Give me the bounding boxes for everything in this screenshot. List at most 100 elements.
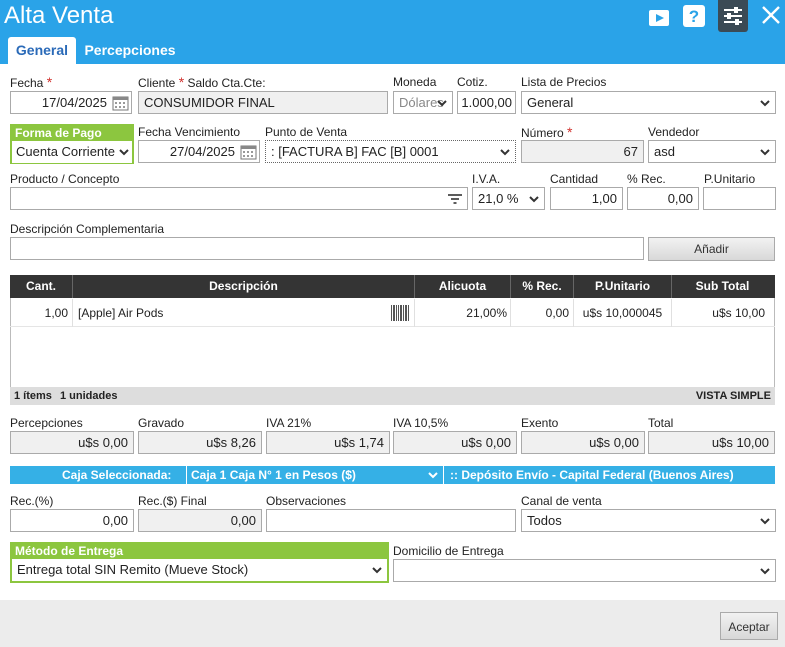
unidades-count: 1 unidades xyxy=(60,390,118,402)
chevron-down-icon xyxy=(500,149,510,156)
table-row[interactable]: 1,00 [Apple] Air Pods 21,00% 0,00 u$s 10… xyxy=(10,299,775,327)
calendar-icon[interactable] xyxy=(112,95,129,111)
forma-pago-label: Forma de Pago xyxy=(12,125,132,141)
chevron-down-icon xyxy=(760,100,770,107)
window-title: Alta Venta xyxy=(4,2,114,29)
fecha-label: Fecha * xyxy=(10,74,53,90)
cell-punitario: u$s 10,000045 xyxy=(574,299,672,327)
video-icon[interactable] xyxy=(648,8,670,30)
cell-rec: 0,00 xyxy=(511,299,574,327)
rec-pct-input[interactable]: 0,00 xyxy=(10,509,134,532)
rec-label: % Rec. xyxy=(627,172,666,186)
barcode-icon[interactable] xyxy=(390,304,412,322)
chevron-down-icon xyxy=(437,100,447,107)
calendar-icon[interactable] xyxy=(240,144,257,160)
caja-select[interactable]: Caja 1 Caja N° 1 en Pesos ($) xyxy=(186,466,444,484)
iva21-label: IVA 21% xyxy=(266,416,312,430)
canal-select[interactable]: Todos xyxy=(521,509,776,532)
metodo-entrega-select[interactable]: Entrega total SIN Remito (Mueve Stock) xyxy=(12,559,387,581)
tab-general[interactable]: General xyxy=(8,37,76,64)
rec-input[interactable]: 0,00 xyxy=(627,187,699,210)
col-subtotal[interactable]: Sub Total xyxy=(695,279,750,293)
punto-venta-label: Punto de Venta xyxy=(265,125,348,139)
descripcion-comp-input[interactable] xyxy=(10,237,644,260)
iva-label: I.V.A. xyxy=(472,172,501,186)
vista-simple-link[interactable]: VISTA SIMPLE xyxy=(695,390,771,402)
cell-descripcion: [Apple] Air Pods xyxy=(73,299,415,327)
chevron-down-icon xyxy=(760,518,770,525)
iva21-value: u$s 1,74 xyxy=(266,431,390,454)
observaciones-label: Observaciones xyxy=(266,494,347,508)
domicilio-select[interactable] xyxy=(393,559,776,582)
cotiz-input[interactable]: 1.000,00 xyxy=(457,91,516,114)
chevron-down-icon xyxy=(372,567,382,574)
chevron-down-icon xyxy=(529,196,539,203)
col-punitario[interactable]: P.Unitario xyxy=(574,275,672,298)
exento-value: u$s 0,00 xyxy=(521,431,645,454)
cell-alicuota: 21,00% xyxy=(415,299,511,327)
cell-cant: 1,00 xyxy=(10,299,73,327)
cotiz-label: Cotiz. xyxy=(457,75,488,89)
svg-text:?: ? xyxy=(689,7,699,26)
lista-precios-label: Lista de Precios xyxy=(521,75,607,89)
forma-pago-select[interactable]: Cuenta Corriente xyxy=(12,141,132,163)
gravado-label: Gravado xyxy=(138,416,185,430)
cliente-input[interactable]: CONSUMIDOR FINAL xyxy=(138,91,388,114)
caja-bar: Caja Seleccionada: Caja 1 Caja N° 1 en P… xyxy=(10,466,775,484)
vendedor-label: Vendedor xyxy=(648,125,700,139)
fecha-vencimiento-input[interactable]: 27/04/2025 xyxy=(138,140,260,163)
numero-label: Número * xyxy=(521,124,573,140)
producto-input[interactable] xyxy=(10,187,468,210)
col-rec[interactable]: % Rec. xyxy=(511,275,574,298)
vendedor-select[interactable]: asd xyxy=(648,140,776,163)
observaciones-input[interactable] xyxy=(266,509,516,532)
rec-final-input[interactable]: 0,00 xyxy=(138,509,262,532)
cantidad-label: Cantidad xyxy=(550,172,599,186)
grid-footer: 1 ítems 1 unidades VISTA SIMPLE xyxy=(10,387,775,405)
col-descripcion[interactable]: Descripción xyxy=(73,275,415,298)
domicilio-label: Domicilio de Entrega xyxy=(393,544,504,558)
moneda-label: Moneda xyxy=(393,75,437,89)
anadir-button[interactable]: Añadir xyxy=(648,237,775,261)
fecha-vencimiento-label: Fecha Vencimiento xyxy=(138,125,241,139)
iva105-value: u$s 0,00 xyxy=(393,431,517,454)
cantidad-input[interactable]: 1,00 xyxy=(550,187,623,210)
cell-subtotal: u$s 10,00 xyxy=(712,306,765,320)
chevron-down-icon xyxy=(760,568,770,575)
canal-label: Canal de venta xyxy=(521,494,602,508)
punto-venta-select[interactable]: : [FACTURA B] FAC [B] 0001 xyxy=(265,140,516,163)
gravado-value: u$s 8,26 xyxy=(138,431,262,454)
col-cant[interactable]: Cant. xyxy=(10,275,73,298)
total-label: Total xyxy=(648,416,674,430)
iva-select[interactable]: 21,0 % xyxy=(472,187,545,210)
producto-label: Producto / Concepto xyxy=(10,172,120,186)
lista-precios-select[interactable]: General xyxy=(521,91,776,114)
chevron-down-icon xyxy=(760,149,770,156)
filter-icon[interactable] xyxy=(443,188,467,209)
metodo-entrega-label: Método de Entrega xyxy=(12,543,387,559)
col-alicuota[interactable]: Alicuota xyxy=(415,275,511,298)
percepciones-label: Percepciones xyxy=(10,416,83,430)
aceptar-button[interactable]: Aceptar xyxy=(720,612,778,640)
deposito-label: :: Depósito Envío - Capital Federal (Bue… xyxy=(450,468,734,482)
help-icon[interactable]: ? xyxy=(682,4,706,28)
cliente-label: Cliente * Saldo Cta.Cte: xyxy=(138,74,266,90)
items-count: 1 ítems xyxy=(14,390,52,402)
total-value: u$s 10,00 xyxy=(648,431,775,454)
iva105-label: IVA 10,5% xyxy=(393,416,449,430)
exento-label: Exento xyxy=(521,416,559,430)
rec-final-label: Rec.($) Final xyxy=(138,494,207,508)
fecha-input[interactable]: 17/04/2025 xyxy=(10,91,132,114)
caja-label: Caja Seleccionada: xyxy=(62,468,172,482)
punitario-input[interactable] xyxy=(703,187,776,210)
footer-bar xyxy=(0,600,785,647)
settings-sliders-icon[interactable] xyxy=(718,0,748,32)
tab-percepciones[interactable]: Percepciones xyxy=(84,42,176,58)
moneda-select[interactable]: Dólares xyxy=(393,91,453,114)
rec-pct-label: Rec.(%) xyxy=(10,494,54,508)
punitario-label: P.Unitario xyxy=(704,172,756,186)
close-icon[interactable] xyxy=(760,4,782,26)
grid-header: Cant. Descripción Alicuota % Rec. P.Unit… xyxy=(10,275,775,298)
numero-input[interactable]: 67 xyxy=(521,140,644,163)
chevron-down-icon xyxy=(428,472,438,479)
